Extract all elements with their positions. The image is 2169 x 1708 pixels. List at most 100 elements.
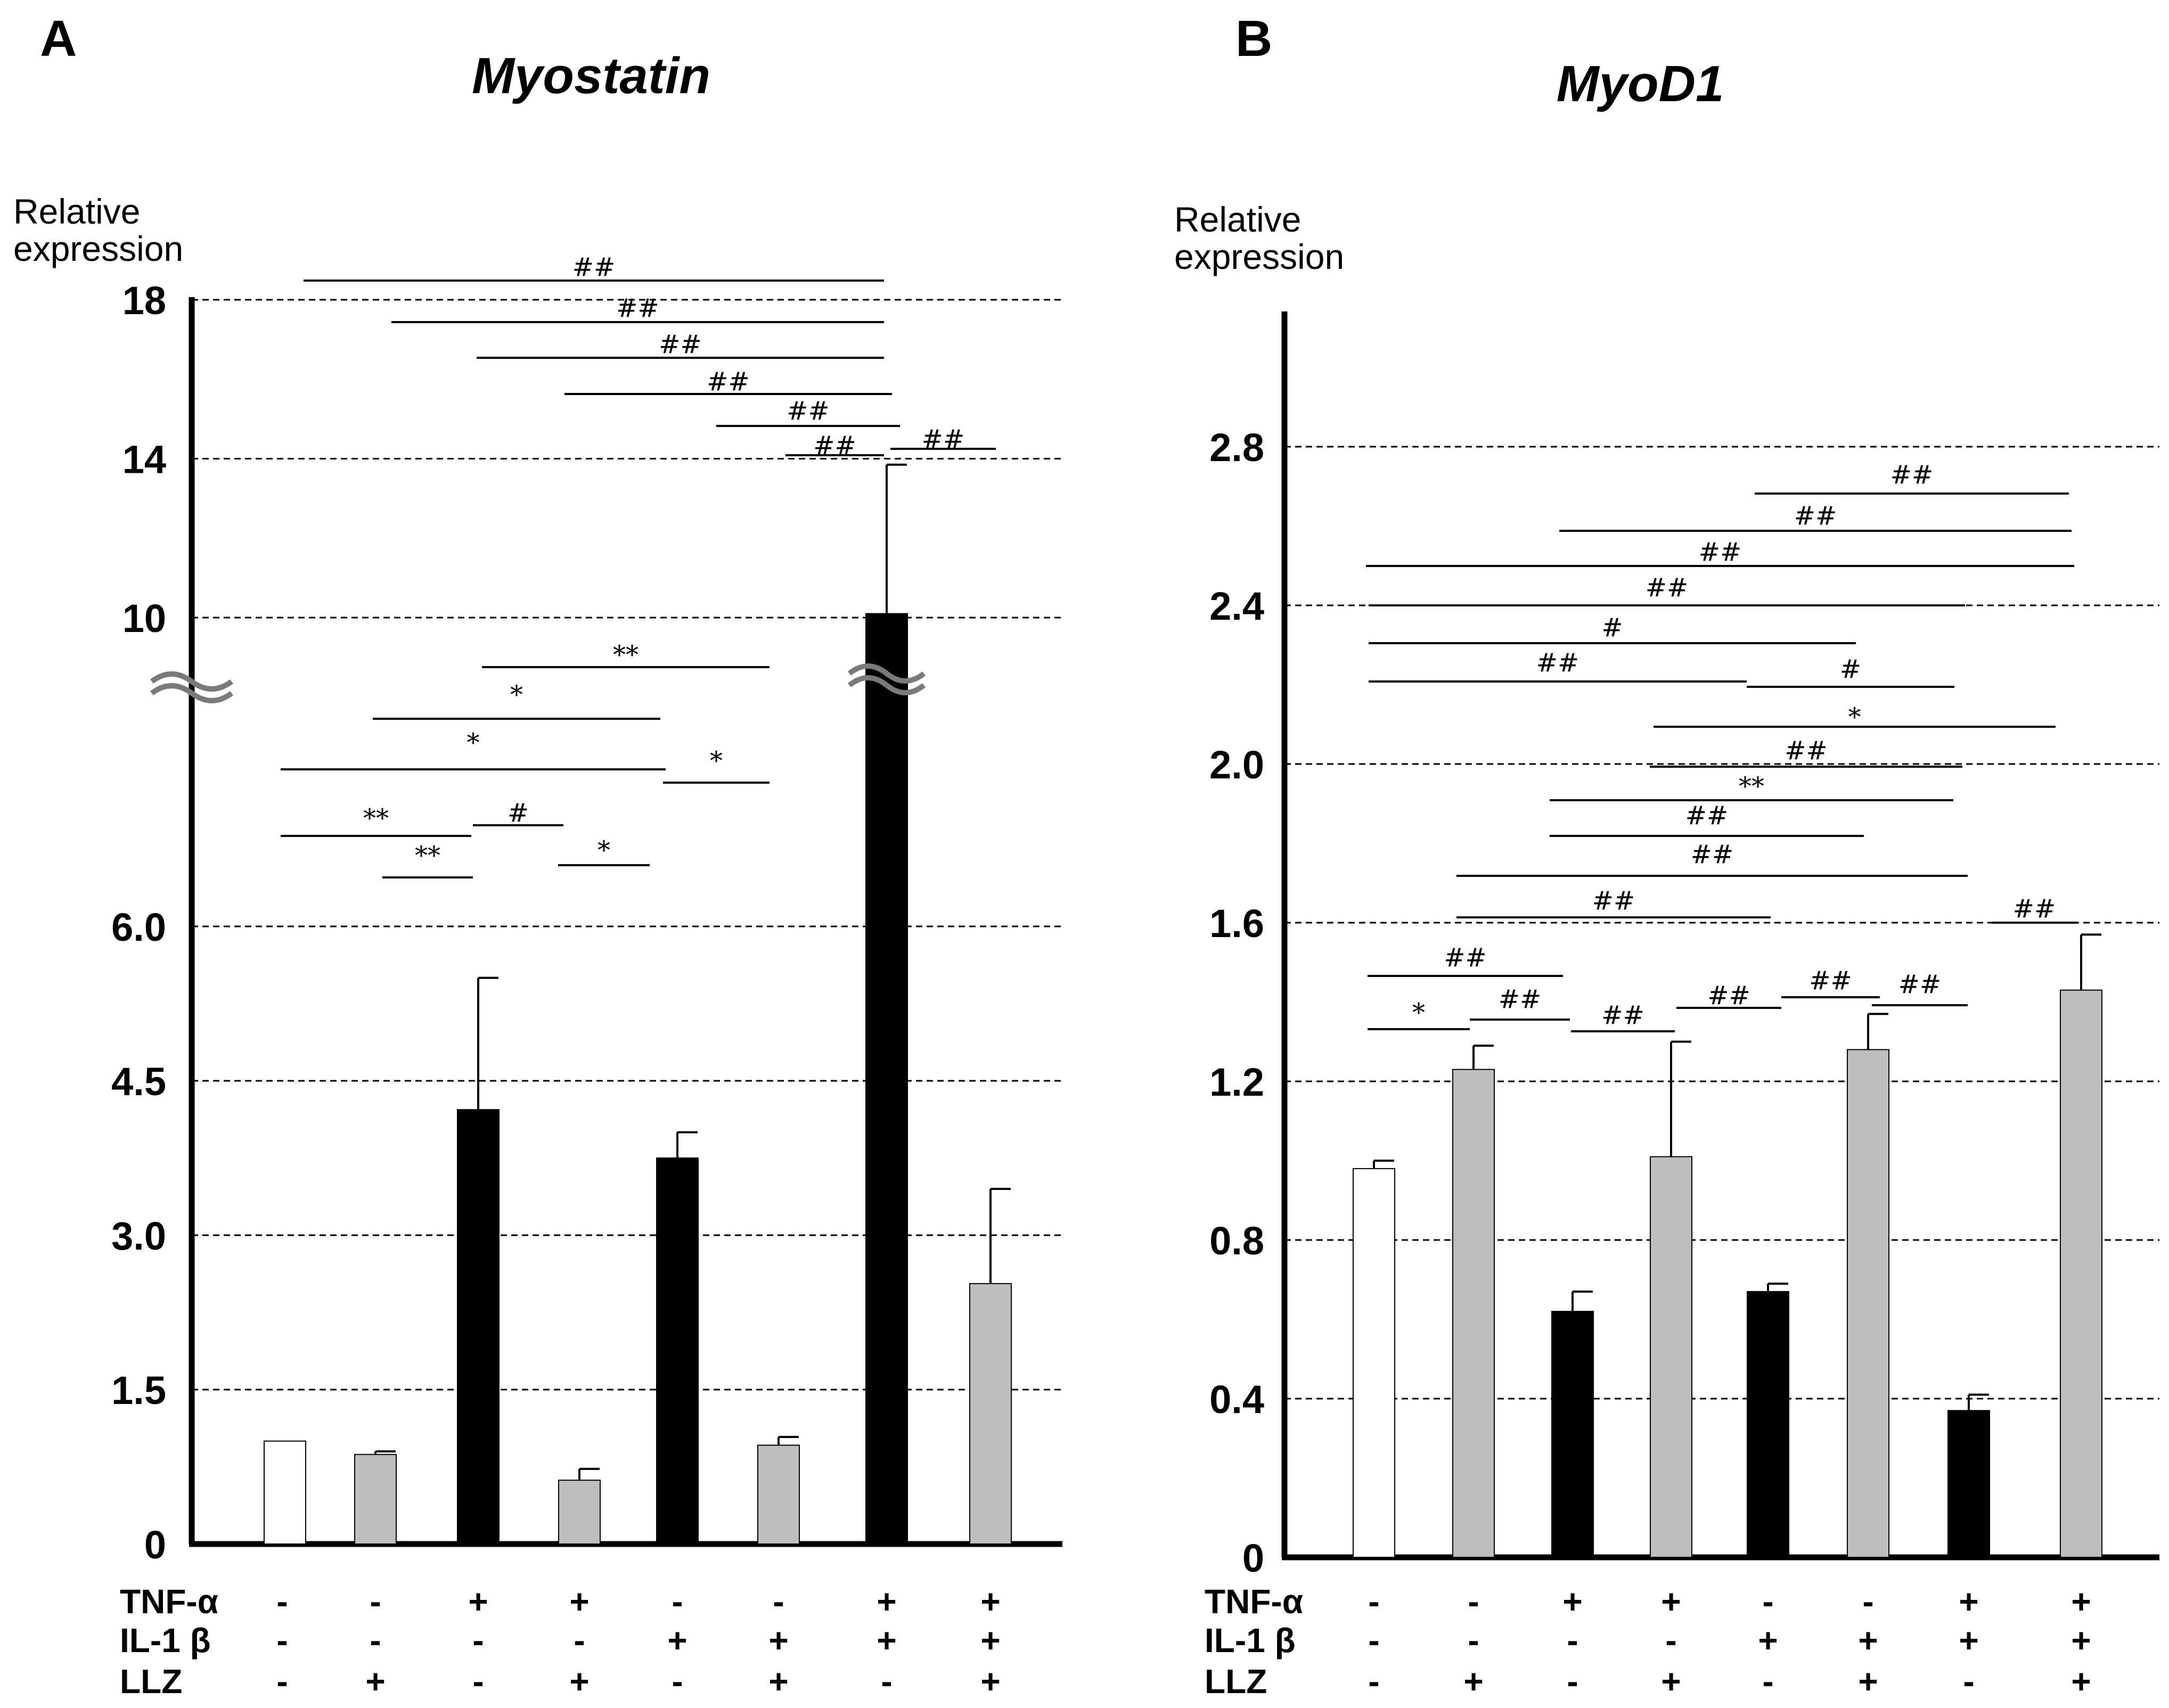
panel-b-significance-label: ## xyxy=(2013,894,2056,924)
panel-b-significance-label: ## xyxy=(1898,970,1941,999)
panel-a-ytick-label: 6.0 xyxy=(111,905,166,949)
panel-b-significance-label: ## xyxy=(1890,460,1933,490)
panel-b-significance-label: * xyxy=(1848,702,1861,732)
panel-a-condition-mark: - xyxy=(276,1662,288,1701)
panel-a-significance-label: ## xyxy=(922,424,964,454)
panel-a-ytick-label: 18 xyxy=(122,278,166,323)
panel-a-condition-mark: - xyxy=(672,1582,683,1621)
panel-a-condition-mark: - xyxy=(574,1621,585,1660)
panel-b-ytick-label: 1.6 xyxy=(1209,901,1264,946)
panel-b-condition-mark: - xyxy=(1368,1662,1379,1701)
panel-b-significance-label: ## xyxy=(1592,886,1635,916)
panel-a-condition-mark: + xyxy=(877,1621,896,1660)
panel-b-condition-mark: - xyxy=(1862,1582,1873,1621)
panel-b-significance-label: ## xyxy=(1685,801,1728,831)
panel-a-significance-label: ** xyxy=(415,841,440,871)
panel-b-ytick-label: 0 xyxy=(1242,1536,1264,1580)
panel-b-title: MyoD1 xyxy=(1557,55,1724,112)
panel-a-ytick-label: 0 xyxy=(144,1523,166,1567)
panel-a-condition-mark: - xyxy=(672,1662,683,1701)
panel-b-ytick-label: 0.4 xyxy=(1209,1377,1264,1422)
panel-a-significance-label: ## xyxy=(616,293,659,323)
panel-b-condition-label: IL-1 β xyxy=(1205,1621,1296,1660)
panel-a-bar xyxy=(354,1454,397,1545)
panel-a-condition-mark: + xyxy=(768,1662,788,1701)
panel-b-condition-mark: - xyxy=(1567,1662,1578,1701)
panel-a-ylabel-line2: expression xyxy=(13,229,183,268)
panel-b-ytick-label: 2.8 xyxy=(1209,425,1264,470)
panel-a-significance-label: * xyxy=(710,746,723,776)
panel-b-condition-mark: + xyxy=(1959,1582,1978,1621)
panel-b-condition-label: TNF-α xyxy=(1205,1582,1303,1621)
panel-a-condition-mark: + xyxy=(569,1582,589,1621)
panel-b-significance-label: ## xyxy=(1691,840,1733,869)
panel-a-bar xyxy=(865,613,908,1545)
panel-a-condition-mark: + xyxy=(365,1662,385,1701)
panel-b-significance-label: * xyxy=(1412,998,1425,1028)
panel-b-significance-label: ## xyxy=(1646,573,1688,603)
panel-b-condition-mark: + xyxy=(1562,1582,1582,1621)
panel-a-condition-label: TNF-α xyxy=(120,1582,218,1621)
panel-b-condition-mark: + xyxy=(1758,1621,1778,1660)
panel-b-condition-mark: - xyxy=(1368,1621,1379,1660)
panel-b-condition-mark: + xyxy=(2071,1662,2091,1701)
panel-b-bar xyxy=(1452,1069,1495,1558)
panel-a-axis-break-icon xyxy=(150,683,234,703)
panel-a-ytick-label: 4.5 xyxy=(111,1060,166,1104)
panel-b-bar xyxy=(1650,1156,1692,1558)
panel-a-significance-label: ## xyxy=(572,252,615,282)
panel-a-significance-label: * xyxy=(598,835,610,865)
panel-a-condition-mark: - xyxy=(276,1621,288,1660)
panel-a-condition-mark: + xyxy=(877,1582,896,1621)
panel-a-ylabel-line1: Relative xyxy=(13,192,140,231)
panel-a-ytick-label: 1.5 xyxy=(111,1368,166,1413)
panel-b-ytick-label: 1.2 xyxy=(1209,1060,1264,1104)
panel-a-significance-label: ** xyxy=(363,803,389,833)
panel-b-significance-label: ## xyxy=(1699,537,1741,567)
panel-b-bar xyxy=(1847,1049,1889,1558)
panel-b-condition-mark: + xyxy=(1858,1621,1878,1660)
panel-b-condition-mark: + xyxy=(1661,1582,1681,1621)
panel-a-significance-label: ** xyxy=(613,640,639,670)
panel-b-condition-mark: - xyxy=(1963,1662,1974,1701)
panel-a-significance-label: ## xyxy=(787,396,829,426)
panel-b-significance-label: # xyxy=(1601,613,1623,643)
panel-b-condition-mark: - xyxy=(1468,1582,1479,1621)
panel-a-bar xyxy=(457,1109,500,1545)
panel-b-condition-mark: + xyxy=(2071,1621,2091,1660)
panel-b-condition-mark: + xyxy=(1661,1662,1681,1701)
panel-a-ytick-label: 10 xyxy=(122,596,166,640)
panel-a-significance-label: ## xyxy=(659,330,701,359)
panel-a-condition-mark: + xyxy=(980,1621,1000,1660)
panel-a-axis-break-icon xyxy=(150,671,234,692)
panel-a-condition-mark: + xyxy=(768,1621,788,1660)
panel-b-letter: B xyxy=(1235,10,1272,67)
panel-a-significance-label: * xyxy=(510,680,523,710)
panel-a-condition-label: IL-1 β xyxy=(120,1621,211,1660)
panel-b-significance-label: ## xyxy=(1601,1000,1644,1030)
panel-b-bar xyxy=(1551,1311,1594,1558)
panel-b-condition-mark: - xyxy=(1567,1621,1578,1660)
panel-b-condition-label: LLZ xyxy=(1205,1662,1267,1701)
panel-b-condition-mark: + xyxy=(2071,1582,2091,1621)
panel-a-condition-mark: + xyxy=(468,1582,488,1621)
panel-a-condition-mark: - xyxy=(472,1621,484,1660)
panel-b-condition-mark: - xyxy=(1665,1621,1676,1660)
panel-a-bar xyxy=(969,1283,1012,1545)
panel-a-condition-mark: + xyxy=(980,1662,1000,1701)
panel-a-bar xyxy=(656,1157,699,1545)
panel-b-bar xyxy=(2060,989,2102,1558)
panel-b-significance-label: ## xyxy=(1444,943,1486,973)
panel-a-bar-break-icon xyxy=(847,663,926,684)
panel-b-bar xyxy=(1747,1291,1789,1558)
panel-b-significance-label: # xyxy=(1840,654,1861,684)
panel-b-significance-label: ## xyxy=(1794,501,1837,531)
panel-b-ytick-label: 0.8 xyxy=(1209,1219,1264,1263)
panel-b-condition-mark: + xyxy=(1463,1662,1483,1701)
panel-b-ylabel-line2: expression xyxy=(1174,237,1344,276)
panel-a-ytick-label: 3.0 xyxy=(111,1214,166,1258)
panel-b-condition-mark: + xyxy=(1959,1621,1978,1660)
panel-b-plot: 00.40.81.21.62.02.42.8########### #*##**#… xyxy=(1205,311,2159,1701)
panel-a-condition-label: LLZ xyxy=(120,1662,182,1701)
